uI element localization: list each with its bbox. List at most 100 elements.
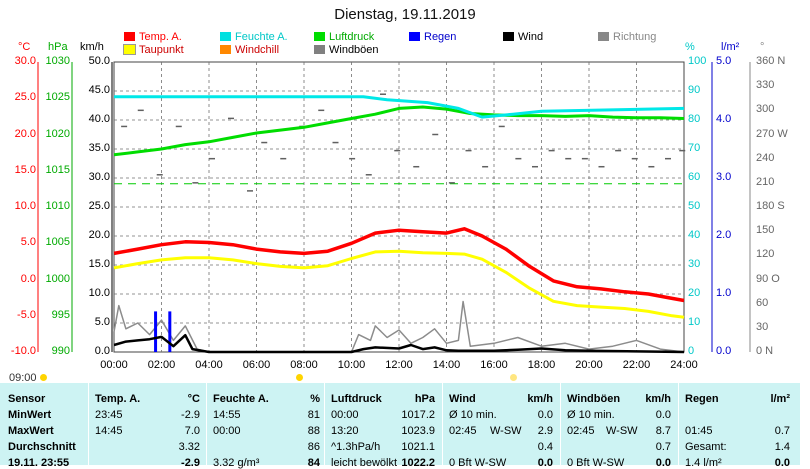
pct-tick-label: 80 [688,113,701,125]
hpa-tick-label: 1010 [45,200,70,212]
legend-swatch [314,32,325,41]
table-header: km/h [527,393,553,405]
table-cell: 00:00 [331,409,359,421]
table-header: Regen [685,393,719,405]
axis-header-celsius: °C [18,41,31,53]
pct-tick-label: 90 [688,84,701,96]
lm2-tick-label: 5.0 [716,55,732,67]
table-header: % [310,393,320,405]
legend-label: Luftdruck [329,31,375,43]
legend-swatch [503,32,514,41]
x-tick-label: 10:00 [337,359,366,371]
table-cell: 0.0 [537,409,553,421]
table-cell: 1017.2 [401,409,435,421]
deg-tick-label: 150 [756,224,775,237]
legend-swatch [124,32,135,41]
table-cell: leicht bewölkt [331,457,398,469]
table-cell: W-SW [490,425,522,437]
table-header: Luftdruck [331,393,382,405]
kmh-tick-label: 5.0 [94,316,110,328]
x-tick-label: 00:00 [100,359,128,371]
x-tick-label: 16:00 [480,359,508,371]
legend-pressure: Luftdruck [314,31,374,43]
table-header: Temp. A. [95,393,141,405]
table-cell: 0.0 [655,409,671,421]
table-cell: 0.0 [774,457,790,469]
table-cell: 84 [307,457,320,469]
sunrise-icon [40,374,47,381]
celsius-tick-label: 0.0 [20,272,36,285]
legend-wind: Wind [503,31,543,43]
series-pressure-line [113,105,685,157]
table-cell: 3.32 [178,441,200,453]
table-cell: ^1.3hPa/h [331,441,381,453]
deg-tick-label: 0 N [756,345,774,357]
lm2-tick-label: 1.0 [716,287,732,299]
lm2-tick-label: 0.0 [716,345,732,357]
hpa-tick-label: 1000 [45,272,70,285]
table-cell: 86 [307,441,320,453]
celsius-tick-label: 15.0 [14,163,36,176]
pct-tick-label: 0 [688,345,695,357]
table-cell: 02:45 [449,425,477,437]
table-cell: 0.0 [655,457,671,469]
table-header: Windböen [567,393,621,405]
chart-title: Dienstag, 19.11.2019 [334,6,476,23]
hpa-tick-label: 1015 [45,163,70,176]
sun-marker-icon [296,374,303,381]
x-tick-label: 14:00 [432,359,461,371]
table-divider [678,383,679,465]
kmh-tick-label: 30.0 [88,171,110,183]
series-wind-line [113,333,685,354]
table-divider [88,383,89,465]
axis-header-kmh: km/h [80,41,104,53]
table-header: hPa [414,393,435,405]
table-cell: 0 Bft W-SW [449,457,507,469]
table-header: Feuchte A. [213,393,269,405]
kmh-tick-label: 35.0 [88,142,110,154]
kmh-tick-label: 25.0 [88,200,110,212]
deg-tick-label: 120 [756,248,775,261]
hpa-tick-label: 995 [51,308,70,321]
series-humidity-line [114,95,685,119]
table-header: Sensor [8,393,46,405]
deg-tick-label: 60 [756,296,769,309]
table-cell: 1.4 l/m² [685,457,722,469]
legend-swatch [220,32,231,41]
table-cell: 81 [307,409,320,421]
lm2-tick-label: 2.0 [716,229,732,241]
table-cell: W-SW [606,425,638,437]
series-dewpoint-line [113,249,685,319]
pct-tick-label: 70 [688,142,701,154]
table-header: Wind [449,393,476,405]
axis-header-pct: % [685,41,695,53]
celsius-tick-label: -10.0 [10,345,36,357]
hpa-tick-label: 990 [51,345,70,357]
legend-humidity: Feuchte A. [220,31,288,43]
x-tick-label: 20:00 [575,359,603,371]
sunrise-label: 09:00 [9,372,37,384]
x-tick-label: 06:00 [242,359,271,371]
table-cell: 0.7 [774,425,790,437]
lm2-tick-label: 4.0 [716,113,732,125]
table-divider [206,383,207,465]
right-edge [800,0,810,465]
rain-bar [168,311,172,352]
table-cell: 2.9 [537,425,553,437]
table-cell: -2.9 [181,457,200,469]
table-cell: 0.4 [537,441,553,453]
series-temperature-line [113,227,685,303]
series-gust-line [113,300,685,353]
deg-tick-label: 90 O [756,272,780,285]
deg-tick-label: 30 [756,320,769,333]
table-cell: 1023.9 [401,425,435,437]
legend-dewpoint: Taupunkt [123,44,184,56]
table-cell: 00:00 [213,425,241,437]
pct-tick-label: 50 [688,200,701,212]
deg-tick-label: 300 [756,103,775,116]
deg-tick-label: 210 [756,175,775,188]
legend-label: Regen [424,31,457,43]
kmh-tick-label: 15.0 [88,258,110,270]
table-cell: 8.7 [655,425,671,437]
rain-bar [154,311,158,352]
